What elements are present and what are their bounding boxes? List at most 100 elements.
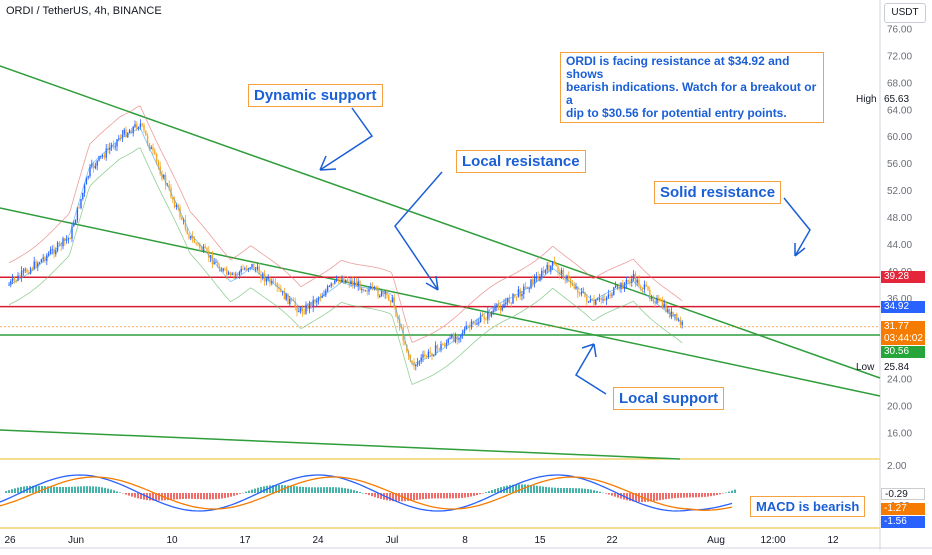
macd-histogram-bar bbox=[632, 493, 634, 502]
candle-body bbox=[33, 261, 35, 270]
candle-body bbox=[55, 250, 57, 254]
macd-histogram-bar bbox=[689, 493, 691, 498]
macd-histogram-bar bbox=[11, 489, 13, 493]
macd-histogram-bar bbox=[629, 493, 631, 501]
candle-body bbox=[625, 279, 628, 284]
macd-histogram-bar bbox=[56, 486, 58, 493]
candle-body bbox=[384, 291, 386, 295]
candle-body bbox=[344, 279, 347, 283]
candle-body bbox=[22, 270, 25, 272]
candle-body bbox=[605, 297, 608, 301]
candle-body bbox=[146, 135, 149, 144]
macd-histogram-bar bbox=[179, 493, 181, 500]
macd-histogram-bar bbox=[674, 493, 676, 499]
macd-histogram-bar bbox=[524, 484, 526, 493]
macd-histogram-bar bbox=[605, 493, 607, 494]
macd-histogram-bar bbox=[185, 493, 187, 499]
macd-histogram-bar bbox=[569, 488, 571, 493]
macd-histogram-bar bbox=[518, 484, 520, 493]
macd-histogram-bar bbox=[218, 493, 220, 499]
candle-body bbox=[494, 306, 496, 311]
candle-body bbox=[557, 266, 559, 272]
candle-body bbox=[550, 266, 552, 272]
candle-body bbox=[578, 293, 581, 295]
candle-body bbox=[566, 275, 568, 281]
price-tick-label: 76.00 bbox=[887, 25, 912, 36]
macd-histogram-bar bbox=[224, 493, 226, 499]
macd-histogram-bar bbox=[350, 489, 352, 493]
candle-body bbox=[197, 243, 199, 245]
candle-body bbox=[609, 294, 611, 296]
macd-histogram-bar bbox=[173, 493, 175, 500]
candle-body bbox=[346, 279, 349, 282]
macd-histogram-bar bbox=[422, 493, 424, 500]
macd-histogram-bar bbox=[353, 490, 355, 493]
macd-histogram-bar bbox=[395, 493, 397, 502]
candle-body bbox=[564, 279, 566, 281]
candle-body bbox=[404, 340, 406, 345]
macd-histogram-bar bbox=[65, 486, 67, 493]
candle-body bbox=[334, 280, 336, 284]
candle-body bbox=[656, 298, 658, 304]
candle-body bbox=[123, 129, 125, 135]
candle-body bbox=[245, 268, 248, 270]
candle-body bbox=[49, 250, 52, 254]
candle-body bbox=[553, 261, 556, 264]
candle-body bbox=[26, 269, 28, 273]
candle-body bbox=[483, 316, 485, 320]
candle-body bbox=[391, 296, 394, 303]
macd-histogram-bar bbox=[338, 487, 340, 493]
macd-histogram-bar bbox=[410, 493, 412, 501]
candle-body bbox=[614, 285, 617, 288]
candle-body bbox=[595, 299, 597, 305]
candle-body bbox=[229, 272, 232, 275]
candle-body bbox=[134, 124, 136, 127]
macd-histogram-bar bbox=[437, 493, 439, 499]
macd-histogram-bar bbox=[500, 487, 502, 493]
candle-body bbox=[24, 269, 26, 271]
macd-histogram-bar bbox=[158, 493, 160, 501]
candle-body bbox=[226, 268, 228, 275]
time-tick-label: 24 bbox=[312, 535, 324, 546]
candle-body bbox=[535, 276, 538, 279]
macd-histogram-bar bbox=[380, 493, 382, 499]
candle-body bbox=[665, 303, 667, 313]
macd-histogram-bar bbox=[638, 493, 640, 502]
macd-histogram-bar bbox=[407, 493, 409, 501]
macd-histogram-bar bbox=[215, 493, 217, 500]
candle-body bbox=[267, 278, 269, 280]
candle-body bbox=[206, 248, 208, 251]
candle-body bbox=[17, 275, 19, 281]
macd-histogram-bar bbox=[425, 493, 427, 499]
macd-histogram-bar bbox=[428, 493, 430, 499]
candle-body bbox=[389, 300, 392, 303]
candle-body bbox=[512, 294, 514, 304]
macd-histogram-bar bbox=[650, 493, 652, 502]
time-tick-label: 26 bbox=[4, 535, 16, 546]
macd-histogram-bar bbox=[113, 490, 115, 493]
candle-body bbox=[175, 205, 178, 207]
candle-body bbox=[652, 298, 655, 302]
candle-body bbox=[647, 286, 649, 290]
candle-body bbox=[562, 269, 565, 280]
macd-histogram-bar bbox=[341, 487, 343, 493]
macd-histogram-bar bbox=[575, 488, 577, 493]
candle-body bbox=[265, 278, 268, 282]
macd-histogram-bar bbox=[458, 493, 460, 499]
macd-histogram-bar bbox=[563, 488, 565, 493]
candle-body bbox=[136, 124, 138, 130]
macd-histogram-bar bbox=[80, 486, 82, 493]
candle-body bbox=[380, 290, 383, 296]
candle-body bbox=[161, 174, 163, 179]
macd-histogram-bar bbox=[311, 487, 313, 493]
candle-body bbox=[488, 311, 491, 317]
currency-unit-button[interactable]: USDT bbox=[884, 3, 926, 23]
candle-body bbox=[208, 250, 210, 258]
macd-histogram-bar bbox=[725, 492, 727, 494]
macd-histogram-bar bbox=[692, 493, 694, 498]
candle-body bbox=[217, 261, 219, 267]
candle-body bbox=[449, 337, 451, 339]
candle-body bbox=[436, 345, 439, 349]
local-resistance-label: Local resistance bbox=[456, 150, 586, 173]
